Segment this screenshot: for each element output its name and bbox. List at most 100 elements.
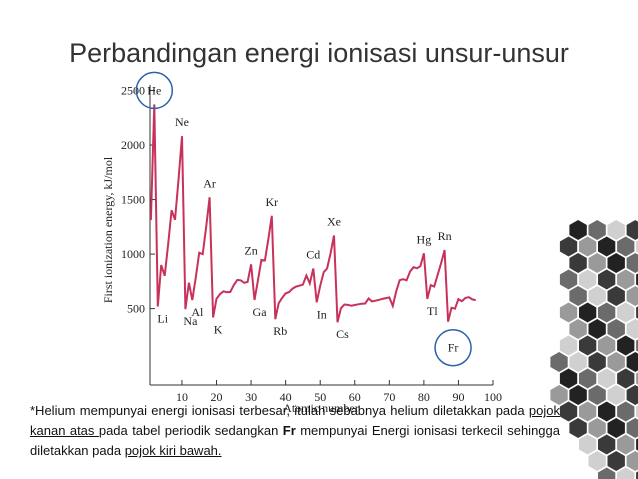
hexagon xyxy=(607,418,625,438)
hexagon xyxy=(626,220,638,240)
caption: *Helium mempunyai energi ionisasi terbes… xyxy=(30,401,560,461)
hexagon xyxy=(559,302,578,323)
hexagon xyxy=(626,385,638,405)
hexagon xyxy=(588,385,606,405)
hexagon xyxy=(626,286,638,306)
element-label: In xyxy=(317,307,327,321)
hexagon xyxy=(588,418,606,438)
x-tick-label: 10 xyxy=(176,390,188,404)
hexagon xyxy=(607,286,625,306)
hexagon xyxy=(617,401,635,422)
hexagon xyxy=(579,335,597,356)
hexagon xyxy=(588,286,606,306)
x-tick-label: 100 xyxy=(484,390,502,404)
hexagon xyxy=(617,434,635,455)
caption-text: Fr xyxy=(282,423,296,438)
y-tick-label: 1000 xyxy=(121,247,145,261)
caption-text: pada tabel periodik sedangkan xyxy=(98,423,283,438)
hexagon xyxy=(626,418,638,438)
hexagon-decoration xyxy=(550,220,638,479)
caption-text: pojok kanan atas xyxy=(30,403,560,438)
hexagon xyxy=(559,401,578,422)
element-label: Rn xyxy=(438,229,452,243)
x-tick-label: 60 xyxy=(349,390,361,404)
y-tick-label: 500 xyxy=(127,302,145,316)
element-label: Ar xyxy=(203,176,216,190)
hexagon xyxy=(559,269,578,290)
element-label: He xyxy=(147,83,161,97)
hexagon xyxy=(626,352,638,372)
hexagon xyxy=(598,434,616,455)
hexagon xyxy=(579,269,597,290)
hexagon xyxy=(598,368,616,389)
hexagon xyxy=(607,220,625,240)
hexagon xyxy=(617,269,635,290)
hexagon xyxy=(579,401,597,422)
hexagon xyxy=(569,286,587,306)
element-label: Rb xyxy=(273,324,287,338)
y-tick-label: 1500 xyxy=(121,193,145,207)
y-tick-label: 2000 xyxy=(121,138,145,152)
y-tick-label: 2500 xyxy=(121,83,145,97)
hexagon xyxy=(598,269,616,290)
hexagon xyxy=(569,253,587,273)
element-label: Ne xyxy=(175,115,189,129)
hexagon xyxy=(607,319,625,339)
x-tick-label: 50 xyxy=(314,390,326,404)
hexagon xyxy=(579,236,597,257)
element-label: Na xyxy=(183,314,198,328)
element-label: Cs xyxy=(336,327,349,341)
hexagon xyxy=(598,335,616,356)
hexagon xyxy=(588,220,606,240)
element-label: Zn xyxy=(244,243,257,257)
hexagon xyxy=(569,220,587,240)
x-tick-label: 70 xyxy=(383,390,395,404)
data-line xyxy=(149,104,476,323)
caption-text: pojok kiri bawah. xyxy=(124,443,222,458)
hexagon xyxy=(617,302,635,323)
hexagon xyxy=(579,302,597,323)
caption-text: *Helium mempunyai energi ionisasi terbes… xyxy=(30,403,529,418)
element-label: Fr xyxy=(448,341,459,355)
hexagon xyxy=(617,467,635,479)
x-tick-label: 90 xyxy=(452,390,464,404)
hexagon xyxy=(550,352,568,372)
element-label: Ga xyxy=(253,305,268,319)
hexagon xyxy=(579,434,597,455)
hexagon xyxy=(607,385,625,405)
x-axis-label: Atomic number xyxy=(283,401,359,415)
element-label: Kr xyxy=(265,195,278,209)
hexagon xyxy=(617,335,635,356)
hexagon xyxy=(588,319,606,339)
hexagon xyxy=(569,385,587,405)
hexagon xyxy=(559,335,578,356)
hexagon xyxy=(550,385,568,405)
hexagon xyxy=(626,253,638,273)
caption-text: mempunyai Energi ionisasi terkecil sehin… xyxy=(30,423,560,458)
x-tick-label: 80 xyxy=(418,390,430,404)
hexagon xyxy=(626,451,638,471)
hexagon xyxy=(607,451,625,471)
hexagon xyxy=(588,253,606,273)
element-label: Tl xyxy=(427,304,438,318)
slide-title: Perbandingan energi ionisasi unsur-unsur xyxy=(69,38,569,68)
highlight-circle xyxy=(135,71,174,110)
hexagon xyxy=(617,368,635,389)
chart-background xyxy=(98,78,506,396)
element-label: Hg xyxy=(417,232,432,246)
hexagon xyxy=(559,368,578,389)
highlight-circle xyxy=(434,328,472,367)
hexagon xyxy=(607,352,625,372)
element-label: Xe xyxy=(327,215,341,229)
element-label: K xyxy=(214,322,223,336)
element-label: Li xyxy=(157,311,168,325)
hexagon xyxy=(588,352,606,372)
hexagon xyxy=(617,236,635,257)
hexagon xyxy=(588,451,606,471)
hexagon xyxy=(598,236,616,257)
hexagon xyxy=(569,319,587,339)
element-label: Cd xyxy=(306,247,320,261)
x-tick-label: 30 xyxy=(245,390,257,404)
